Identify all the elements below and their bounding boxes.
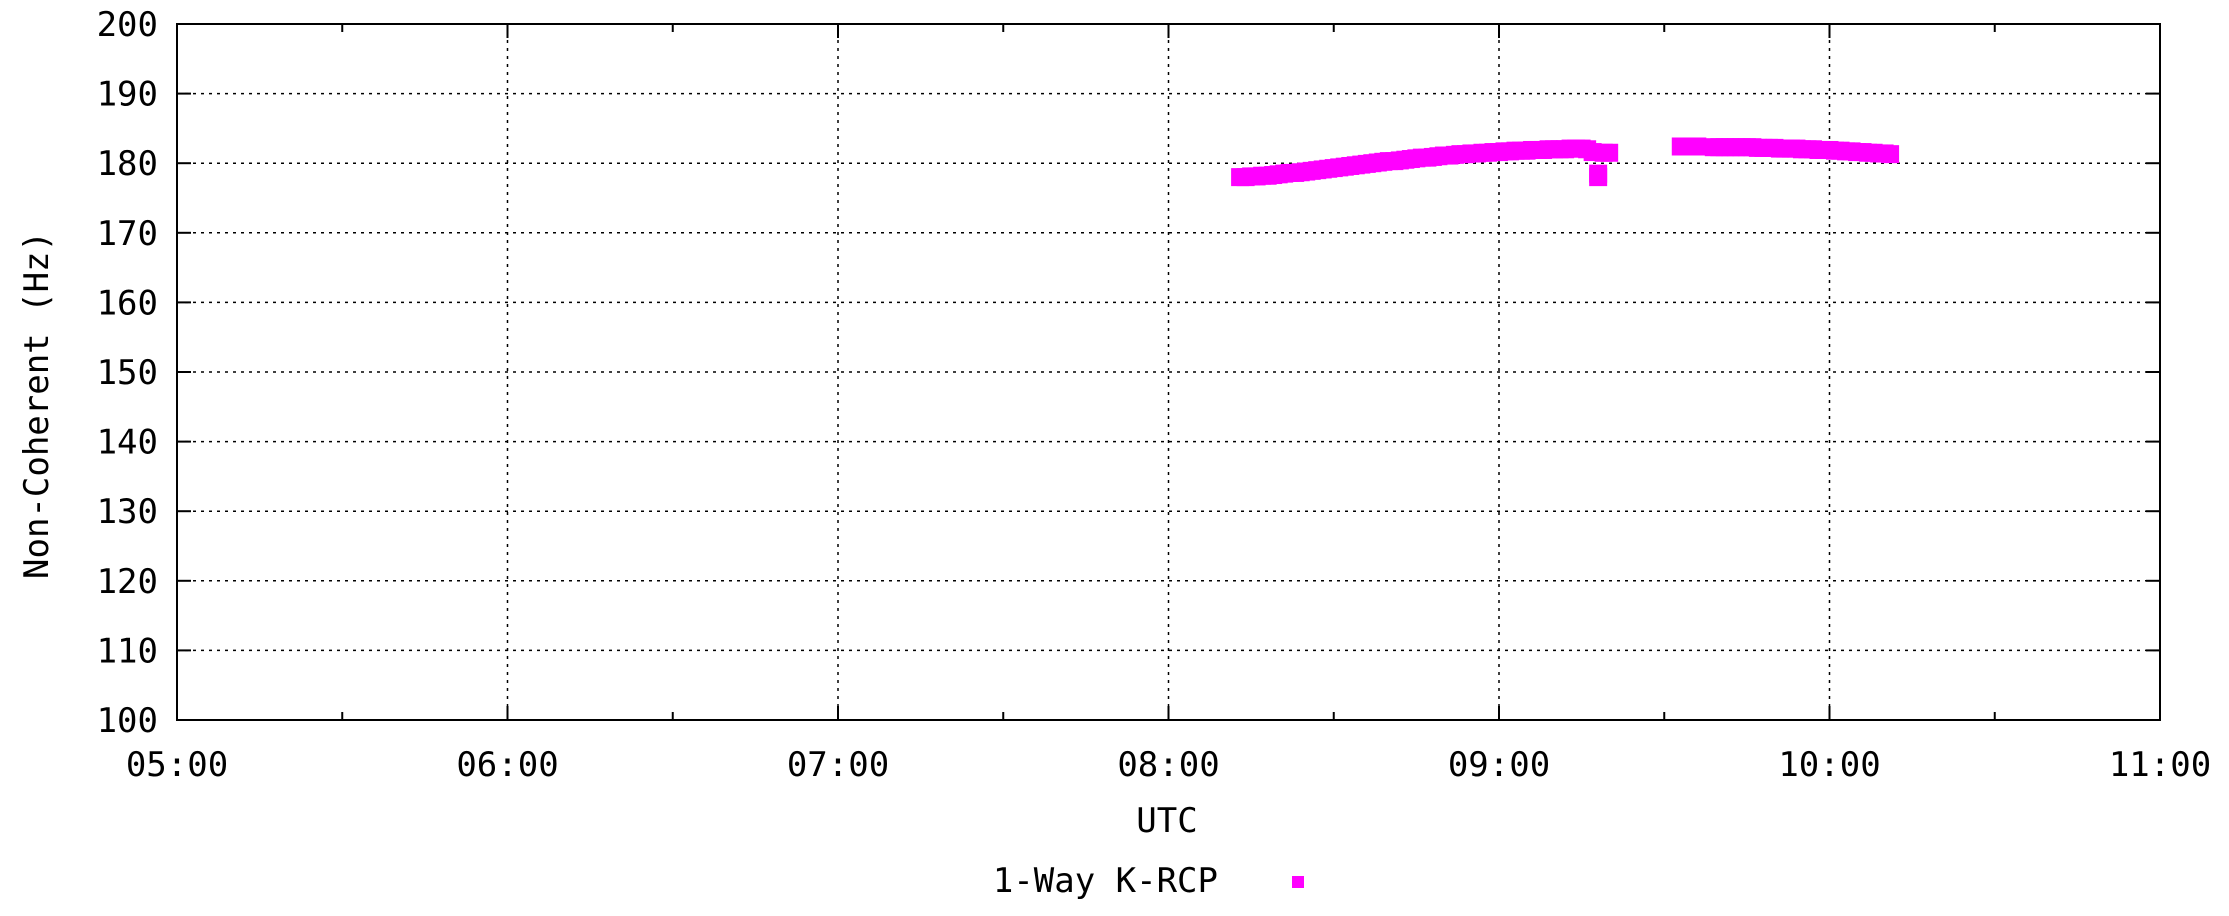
y-tick-label: 150 (97, 353, 158, 393)
y-tick-label: 130 (97, 492, 158, 532)
y-tick-label: 160 (97, 283, 158, 323)
x-tick-labels: 05:00 06:00 07:00 08:00 09:00 10:00 11:00 (126, 745, 2211, 785)
axis-ticks (176, 23, 2161, 721)
x-tick-label: 09:00 (1448, 745, 1550, 785)
y-tick-label: 120 (97, 562, 158, 602)
y-axis-title: Non-Coherent (Hz) (17, 231, 57, 579)
legend: 1-Way K-RCP (993, 861, 1304, 901)
y-tick-label: 140 (97, 423, 158, 463)
x-tick-label: 10:00 (1778, 745, 1880, 785)
y-tick-label: 180 (97, 144, 158, 184)
legend-marker-series (1292, 876, 1304, 888)
data-point (1589, 168, 1608, 187)
data-point (1600, 143, 1619, 162)
y-tick-label: 200 (97, 5, 158, 45)
x-tick-label: 06:00 (456, 745, 558, 785)
y-tick-label: 190 (97, 75, 158, 115)
y-tick-labels: 100 110 120 130 140 150 160 170 180 190 200 (97, 5, 158, 741)
y-tick-label: 170 (97, 214, 158, 254)
y-tick-label: 110 (97, 631, 158, 671)
data-point (1688, 137, 1707, 156)
x-tick-label: 05:00 (126, 745, 228, 785)
x-axis-title: UTC (1136, 801, 1197, 841)
y-tick-label: 100 (97, 701, 158, 741)
x-tick-label: 11:00 (2109, 745, 2211, 785)
data-point (1881, 145, 1900, 164)
x-tick-label: 08:00 (1117, 745, 1219, 785)
legend-label-series: 1-Way K-RCP (993, 861, 1218, 901)
x-tick-label: 07:00 (787, 745, 889, 785)
grid-lines (177, 24, 2160, 720)
data-points (1231, 137, 1900, 187)
